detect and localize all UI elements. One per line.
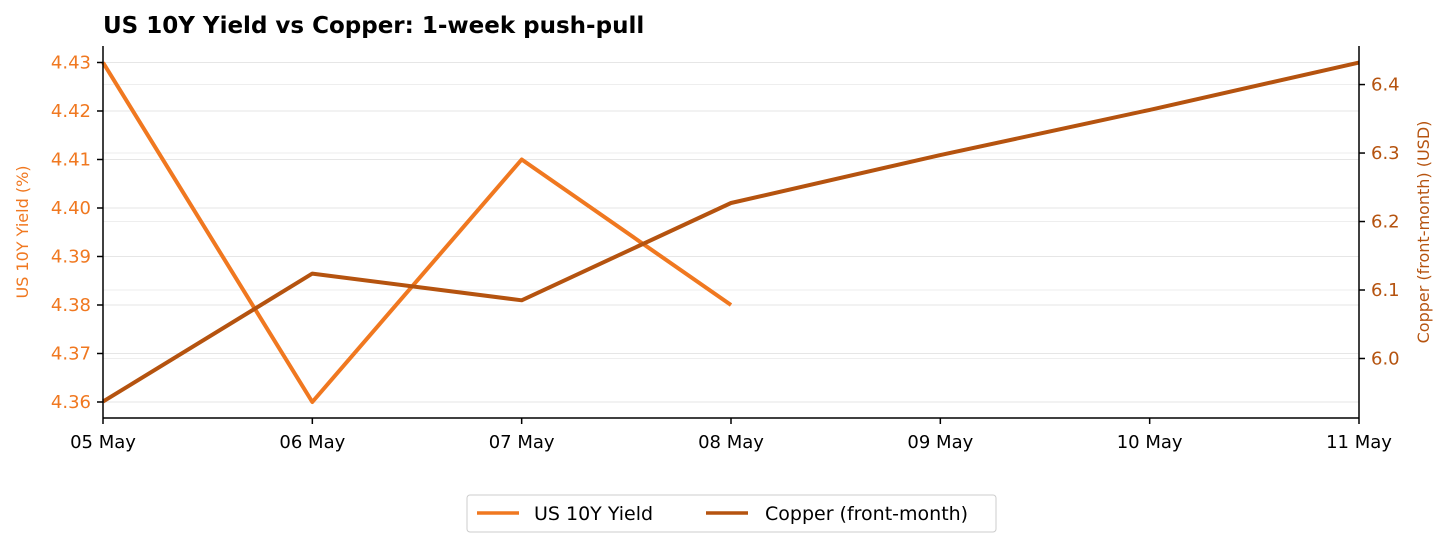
legend: US 10Y Yield Copper (front-month) [466, 494, 997, 533]
right-y-tick-label: 6.4 [1371, 75, 1400, 96]
series-line-yield [101, 61, 733, 404]
right-y-axis-label: Copper (front-month) (USD) [1414, 121, 1433, 344]
chart-title: US 10Y Yield vs Copper: 1-week push-pull [103, 13, 644, 39]
series-lines [101, 60, 1360, 404]
left-y-tick-label: 4.43 [51, 52, 91, 73]
right-y-tick-label: 6.3 [1371, 143, 1400, 164]
left-y-tick-label: 4.41 [51, 149, 91, 170]
series-line-copper [101, 60, 1360, 404]
x-tick-label: 09 May [907, 432, 973, 453]
right-y-tick-label: 6.0 [1371, 348, 1400, 369]
x-tick-label: 07 May [489, 432, 555, 453]
x-axis-ticks: 05 May 06 May 07 May 08 May 09 May 10 May 11 M… [70, 418, 1392, 453]
left-y-tick-label: 4.39 [51, 246, 91, 267]
x-tick-label: 08 May [698, 432, 764, 453]
right-y-tick-label: 6.2 [1371, 212, 1400, 233]
left-y-axis-ticks: 4.36 4.37 4.38 4.39 4.40 4.41 4.42 4.43 [51, 52, 103, 413]
x-tick-label: 11 May [1326, 432, 1392, 453]
right-y-axis-ticks: 6.0 6.1 6.2 6.3 6.4 [1359, 75, 1400, 369]
right-y-tick-label: 6.1 [1371, 280, 1400, 301]
x-tick-label: 05 May [70, 432, 136, 453]
left-y-tick-label: 4.42 [51, 101, 91, 122]
left-y-tick-label: 4.36 [51, 392, 91, 413]
left-y-tick-label: 4.38 [51, 295, 91, 316]
left-y-tick-label: 4.37 [51, 343, 91, 364]
x-tick-label: 06 May [279, 432, 345, 453]
grid-lines [103, 61, 1359, 403]
left-y-tick-label: 4.40 [51, 198, 91, 219]
x-tick-label: 10 May [1117, 432, 1183, 453]
legend-label-copper: Copper (front-month) [765, 503, 968, 525]
legend-label-yield: US 10Y Yield [534, 503, 653, 525]
left-y-axis-label: US 10Y Yield (%) [13, 165, 32, 298]
axes [102, 46, 1360, 419]
